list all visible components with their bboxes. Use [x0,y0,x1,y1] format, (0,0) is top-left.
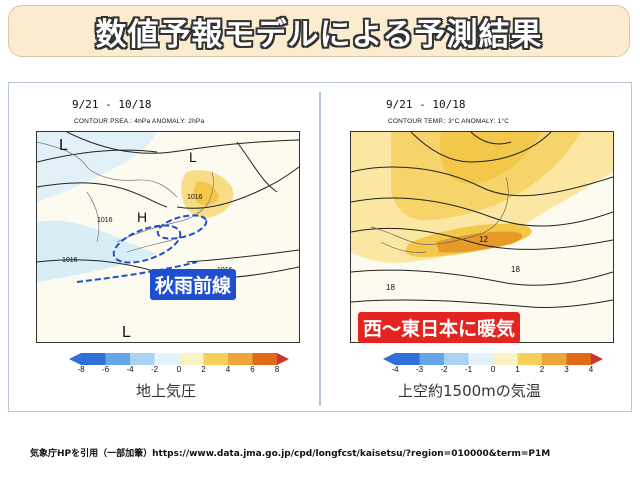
temperature-tick: 1 [515,365,520,374]
temperature-tick: 3 [564,365,569,374]
pressure-map: L H L L 1016 1016 1016 1016 [36,131,300,343]
pressure-tick: 4 [225,365,231,374]
isobar-label-1: 1016 [97,217,113,224]
pressure-tick: -6 [101,365,110,374]
autumn-rain-front-callout: 秋雨前線 [150,269,237,300]
temperature-date-range: 9/21 - 10/18 [386,98,466,111]
warm-air-callout: 西〜東日本に暖気 [358,312,521,343]
page-title: 数値予報モデルによる予測結果 [95,16,543,53]
pressure-tick: 6 [250,365,255,374]
pressure-colorbar-ticks: -8 -6 -4 -2 0 2 4 6 8 [69,365,289,377]
low-label-right: L [189,149,197,165]
pressure-colorbar [69,353,289,365]
temp-contour-label-1: 12 [479,235,488,244]
pressure-panel: 9/21 - 10/18 CONTOUR PSEA.: 4hPa ANOMALY… [14,88,314,406]
isobar-label-2: 1016 [187,194,203,201]
panel-divider [319,92,321,406]
pressure-tick: 0 [176,365,182,374]
pressure-map-svg: L H L L 1016 1016 1016 1016 [37,132,299,342]
low-label-top: L [59,137,68,154]
temperature-panel: 9/21 - 10/18 CONTOUR TEMP.: 3°C ANOMALY:… [328,88,628,406]
pressure-tick: 2 [201,365,206,374]
title-banner: 数値予報モデルによる予測結果 [8,5,630,57]
temp-contour-label-2: 18 [511,265,520,274]
temperature-map: 12 18 18 [350,131,614,343]
pressure-tick: 8 [274,365,280,374]
temperature-tick: -3 [415,365,424,374]
pressure-tick: -2 [150,365,159,374]
temperature-tick: 4 [588,365,594,374]
pressure-date-range: 9/21 - 10/18 [72,98,152,111]
temperature-tick: 2 [539,365,545,374]
temperature-tick: -1 [464,365,473,374]
temperature-contour-header: CONTOUR TEMP.: 3°C ANOMALY: 1°C [388,118,510,125]
temperature-tick: -2 [440,365,448,374]
temperature-caption: 上空約1500mの気温 [398,382,541,400]
pressure-contour-header: CONTOUR PSEA.: 4hPa ANOMALY: 2hPa [74,118,205,125]
pressure-caption: 地上気圧 [136,382,197,400]
temperature-map-svg: 12 18 18 [351,132,613,342]
temp-contour-label-3: 18 [386,283,395,292]
temperature-tick: 0 [490,365,496,374]
pressure-tick: -4 [126,365,134,374]
source-citation: 気象庁HPを引用（一部加筆）https://www.data.jma.go.jp… [30,449,551,459]
low-label-bottom: L [122,324,131,341]
temperature-colorbar [383,353,603,365]
pressure-tick: -8 [77,365,85,374]
temperature-tick: -4 [391,365,399,374]
isobar-label-3: 1016 [62,257,78,264]
temperature-colorbar-ticks: -4 -3 -2 -1 0 1 2 3 4 [383,365,603,377]
high-label: H [137,209,147,225]
